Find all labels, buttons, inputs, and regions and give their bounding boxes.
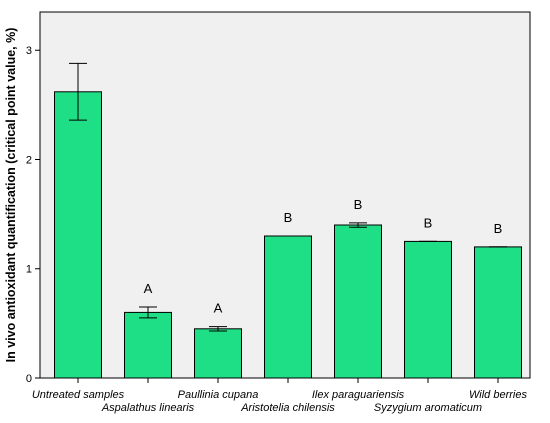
group-label-4: B	[354, 197, 363, 212]
bar-0	[54, 91, 102, 379]
error-bar-1	[139, 306, 157, 319]
bar-2	[194, 328, 242, 379]
bar-6	[474, 246, 522, 379]
x-tick-label-3: Aristotelia chilensis	[240, 402, 335, 414]
bars-group	[54, 91, 522, 379]
x-tick-label-2: Paullinia cupana	[178, 389, 259, 401]
x-tick-label-5: Syzygium aromaticum	[374, 402, 482, 414]
error-bar-4	[349, 222, 367, 228]
group-label-2: A	[214, 301, 223, 316]
bar-1	[124, 311, 172, 379]
x-tick-label-6: Wild berries	[469, 389, 527, 401]
y-axis-title: In vivo antioxidant quantification (crit…	[4, 28, 18, 363]
group-label-1: A	[144, 281, 153, 296]
x-tick-label-0: Untreated samples	[32, 389, 125, 401]
significance-labels-group: A A B B B B	[144, 197, 503, 316]
y-axis: 0 1 2 3	[26, 45, 40, 385]
bar-5	[404, 240, 452, 379]
error-bars-group	[69, 62, 507, 332]
error-bar-0	[69, 62, 87, 121]
bar-3	[264, 235, 312, 379]
x-tick-label-4: Ilex paraguariensis	[312, 389, 405, 401]
bar-4	[334, 224, 382, 379]
group-label-3: B	[284, 210, 293, 225]
group-label-6: B	[494, 221, 503, 236]
x-tick-label-1: Aspalathus linearis	[101, 402, 195, 414]
error-bar-2	[209, 326, 227, 332]
y-tick-label-0: 0	[26, 373, 32, 385]
group-label-5: B	[424, 215, 433, 230]
y-tick-label-3: 3	[26, 45, 32, 57]
y-tick-label-2: 2	[26, 154, 32, 166]
y-tick-label-1: 1	[26, 264, 32, 276]
